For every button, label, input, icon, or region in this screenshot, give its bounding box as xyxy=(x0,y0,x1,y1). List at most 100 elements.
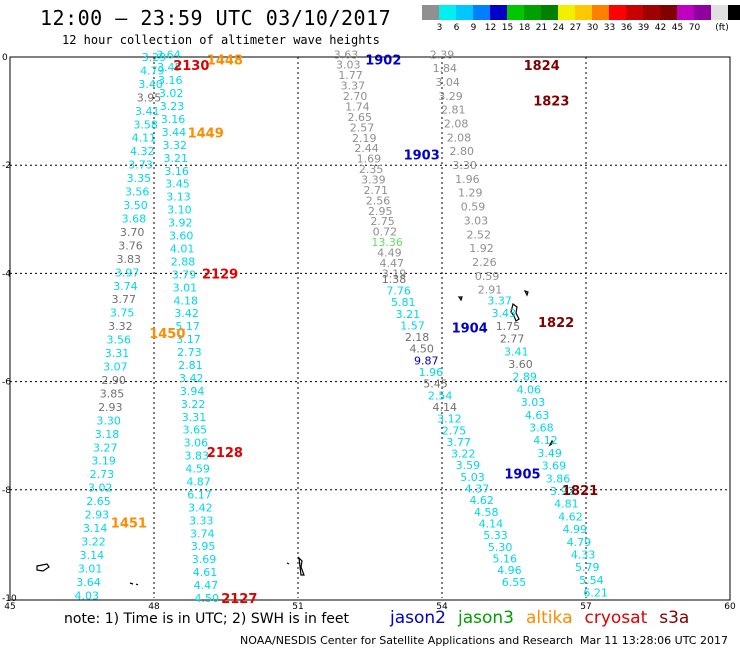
wave-height-value: 3.76 xyxy=(118,239,143,252)
wave-height-value: 3.58 xyxy=(133,118,158,131)
wave-height-value: 3.14 xyxy=(83,522,108,535)
wave-height-value: 3.59 xyxy=(456,459,481,472)
wave-height-value: 3.68 xyxy=(529,421,554,434)
wave-height-value: 3.65 xyxy=(183,424,208,437)
wave-height-value: 5.17 xyxy=(175,320,200,333)
scale-swatch xyxy=(677,5,694,20)
track-id-label: 2129 xyxy=(202,267,238,282)
wave-height-value: 2.93 xyxy=(85,509,110,522)
wave-height-value: 1.96 xyxy=(455,173,480,186)
wave-height-value: 2.91 xyxy=(478,284,503,297)
wave-height-value: 4.47 xyxy=(194,579,219,592)
scale-swatch xyxy=(626,5,643,20)
wave-height-value: 2.56 xyxy=(366,194,391,207)
wave-height-value: 1.96 xyxy=(419,366,444,379)
wave-height-value: 1.57 xyxy=(400,319,425,332)
wave-height-value: 3.22 xyxy=(81,535,106,548)
lon-tick-label: 51 xyxy=(292,602,303,612)
lat-tick-label: -4 xyxy=(2,269,11,279)
wave-height-value: 3.41 xyxy=(135,105,160,118)
wave-height-value: 3.17 xyxy=(176,333,201,346)
wave-height-value: 4.96 xyxy=(497,564,522,577)
wave-height-value: 7.76 xyxy=(386,284,411,297)
wave-height-value: 3.75 xyxy=(110,307,135,320)
wave-height-value: 4.81 xyxy=(554,498,579,511)
wave-height-value: 3.14 xyxy=(80,549,105,562)
wave-height-value: 3.60 xyxy=(169,230,194,243)
wave-height-value: 3.03 xyxy=(521,396,546,409)
wave-height-value: 4.03 xyxy=(75,589,100,602)
wave-height-value: 4.58 xyxy=(474,506,499,519)
track-id-label: 1824 xyxy=(524,59,560,74)
wave-height-value: 3.21 xyxy=(396,308,421,321)
wave-height-value: 3.86 xyxy=(546,472,571,485)
wave-height-value: 2.81 xyxy=(178,359,203,372)
wave-height-value: 9.87 xyxy=(414,354,439,367)
scale-swatch xyxy=(575,5,592,20)
wave-height-value: 2.89 xyxy=(512,371,537,384)
scale-swatch xyxy=(541,5,558,20)
wave-height-value: 3.64 xyxy=(156,48,181,61)
scale-label: 36 xyxy=(620,23,633,33)
scale-swatch xyxy=(456,5,473,20)
page-title: 12:00 – 23:59 UTC 03/10/2017 xyxy=(40,6,392,30)
wave-height-value: 3.03 xyxy=(464,214,489,227)
wave-height-value: 3.22 xyxy=(451,448,476,461)
wave-height-value: 5.54 xyxy=(579,574,604,587)
wave-height-value: 1.84 xyxy=(433,62,458,75)
wave-height-value: 2.57 xyxy=(350,121,375,134)
wave-height-value: 5.33 xyxy=(483,529,508,542)
scale-label: 9 xyxy=(470,23,477,33)
wave-height-value: 4.11 xyxy=(132,132,157,145)
wave-height-value: 3.45 xyxy=(165,178,190,191)
wave-height-value: 3.43 xyxy=(492,307,517,320)
wave-height-value: 3.03 xyxy=(336,59,361,72)
wave-height-value: 3.07 xyxy=(103,361,128,374)
wave-height-value: 3.06 xyxy=(184,437,209,450)
legend-altika: altika xyxy=(526,608,573,628)
wave-height-value: 4.79 xyxy=(567,536,592,549)
wave-height-value: 3.31 xyxy=(182,411,207,424)
wave-height-value: 4.14 xyxy=(433,401,458,414)
wave-height-value: 4.14 xyxy=(479,518,504,531)
wave-height-value: 4.79 xyxy=(140,64,165,77)
island-coastline xyxy=(510,302,520,322)
scale-label: 12 xyxy=(484,23,497,33)
scale-unit: (ft) xyxy=(715,23,729,33)
wave-height-value: 2.39 xyxy=(430,48,455,61)
scale-swatch xyxy=(711,5,728,20)
satellite-legend: jason2 jason3 altika cryosat s3a xyxy=(390,608,701,628)
wave-height-value: 0.59 xyxy=(461,201,486,214)
lon-tick-label: 60 xyxy=(724,602,736,612)
wave-height-value: 3.83 xyxy=(184,450,209,463)
track-id-label: 1903 xyxy=(404,148,440,163)
wave-height-value: 5.81 xyxy=(391,296,416,309)
wave-height-value: 3.95 xyxy=(137,91,162,104)
legend-s3a: s3a xyxy=(659,608,690,628)
scale-label: 21 xyxy=(535,23,548,33)
wave-height-value: 3.95 xyxy=(191,540,216,553)
track-id-label: 1448 xyxy=(207,54,243,69)
wave-height-value: 2.70 xyxy=(343,90,368,103)
wave-height-value: 4.33 xyxy=(571,548,596,561)
lat-tick-label: -10 xyxy=(2,594,17,604)
wave-height-value: 4.62 xyxy=(469,494,494,507)
scale-swatch xyxy=(422,5,439,20)
axis-labels: 45 48 51 54 57 60 0 -2 -4 -6 -8 -10 xyxy=(2,53,736,612)
island-coastline xyxy=(457,296,463,302)
wave-height-value: 2.93 xyxy=(98,401,123,414)
gridlines xyxy=(10,57,730,598)
scale-swatch xyxy=(592,5,609,20)
wave-height-value: 1.74 xyxy=(345,100,370,113)
scale-swatch xyxy=(660,5,677,20)
island-coastline xyxy=(36,563,50,572)
map-frame xyxy=(9,56,731,601)
wave-height-value: 2.54 xyxy=(428,389,453,402)
wave-height-value: 3.30 xyxy=(96,414,121,427)
wave-height-value: 3.77 xyxy=(112,293,137,306)
wave-height-value: 1.92 xyxy=(469,242,494,255)
scale-label: 3 xyxy=(436,23,443,33)
track-id-label: 1823 xyxy=(533,94,569,109)
wave-height-value: 2.52 xyxy=(466,228,491,241)
